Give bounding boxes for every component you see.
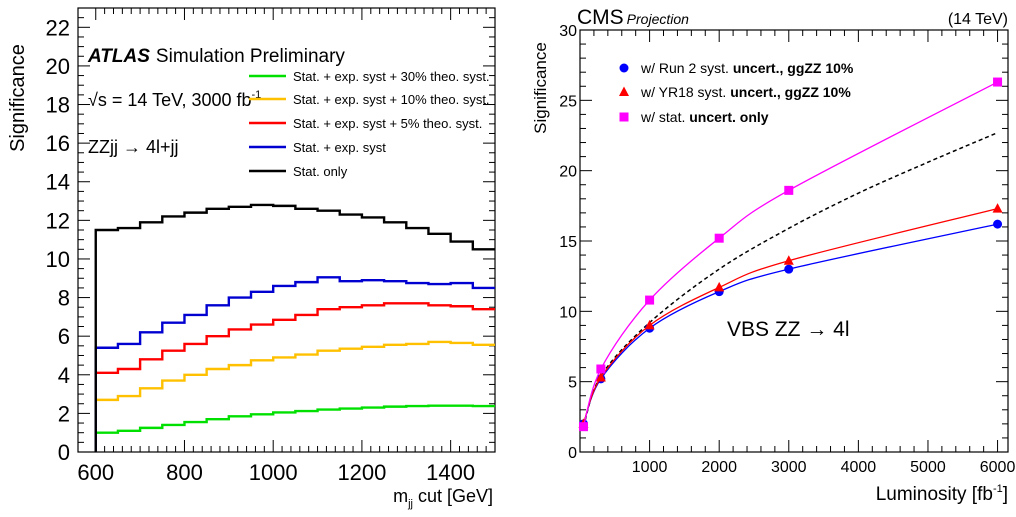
x-axis-label-main: Luminosity [fb <box>876 484 993 505</box>
data-point-1 <box>714 281 725 292</box>
series-fit-1 <box>582 208 998 425</box>
cms-title: CMS Projection <box>577 6 689 29</box>
x-axis-label: Luminosity [fb-1] <box>876 483 1008 505</box>
series-fit-2 <box>582 81 998 427</box>
y-tick-label: 10 <box>559 304 577 321</box>
legend-label-bold: uncert., ggZZ 10% <box>730 84 851 100</box>
legend-label-3: Stat. + exp. syst <box>293 140 386 155</box>
cms-subtitle: Projection <box>627 11 689 27</box>
y-tick-label: 25 <box>559 93 577 110</box>
y-tick-label: 12 <box>46 208 70 233</box>
atlas-brand: ATLAS <box>87 46 150 67</box>
x-tick-label: 6000 <box>980 459 1016 476</box>
x-tick-label: 1000 <box>249 460 298 485</box>
y-tick-label: 4 <box>58 363 70 388</box>
x-tick-label: 3000 <box>771 459 807 476</box>
data-point-1 <box>992 203 1003 213</box>
energy-annotation-text: √s = 14 TeV, 3000 fb <box>88 90 252 110</box>
series-line-3 <box>94 276 495 452</box>
legend-marker-0 <box>619 63 629 73</box>
x-axis-label-main: m <box>393 486 408 506</box>
legend-label-2: Stat. + exp. syst + 5% theo. syst. <box>293 116 482 131</box>
data-point-2 <box>596 364 606 374</box>
y-tick-label: 0 <box>58 440 70 465</box>
legend-marker-2 <box>619 112 629 122</box>
x-axis-label-tail: cut [GeV] <box>413 486 493 506</box>
x-axis-label-close: ] <box>1003 484 1008 505</box>
x-tick-label: 600 <box>77 460 114 485</box>
series-line-2 <box>94 302 495 452</box>
y-tick-label: 20 <box>46 54 70 79</box>
x-tick-label: 800 <box>166 460 203 485</box>
y-tick-label: 10 <box>46 247 70 272</box>
y-tick-label: 8 <box>58 286 70 311</box>
x-tick-label: 4000 <box>841 459 877 476</box>
y-tick-label: 16 <box>46 131 70 156</box>
data-point-2 <box>645 295 655 305</box>
legend-label-4: Stat. only <box>293 164 348 179</box>
data-point-0 <box>784 264 794 274</box>
legend-label-bold: uncert., ggZZ 10% <box>733 60 854 76</box>
legend-label-bold: uncert. only <box>689 109 769 125</box>
data-point-2 <box>714 233 724 243</box>
x-axis-label-sup: -1 <box>993 483 1003 495</box>
legend-label-0: Stat. + exp. syst + 30% theo. syst. <box>293 69 490 84</box>
y-axis-label: Significance <box>7 44 29 152</box>
x-axis-label-sub: jj <box>407 498 413 510</box>
right-chart: 0 5 10 15 20 25 30 1000 2000 3000 4000 5000 6000 Sign… <box>531 6 1015 505</box>
x-tick-label: 1000 <box>632 459 668 476</box>
legend-label-plain: w/ YR18 syst. <box>640 84 730 100</box>
dashed-projection-curve <box>582 131 998 427</box>
atlas-header-text: Simulation Preliminary <box>156 46 346 67</box>
y-tick-label: 14 <box>46 170 70 195</box>
left-chart: 0 2 4 6 8 10 12 14 16 18 20 22 600 800 1000 1200 1400 Sig… <box>7 7 496 510</box>
series-line-0 <box>94 404 495 452</box>
data-point-1 <box>595 371 606 382</box>
legend-label-0: w/ Run 2 syst. uncert., ggZZ 10% <box>640 60 854 76</box>
y-tick-label: 20 <box>559 164 577 181</box>
process-annotation: VBS ZZ → 4l <box>727 318 850 341</box>
x-tick-label: 2000 <box>701 459 737 476</box>
data-point-2 <box>993 77 1003 87</box>
legend-marker-1 <box>619 86 629 96</box>
energy-annotation-sup: -1 <box>252 89 262 101</box>
energy-annotation: √s = 14 TeV, 3000 fb-1 <box>88 89 261 110</box>
y-tick-label: 18 <box>46 93 70 118</box>
process-annotation: ZZjj → 4l+jj <box>88 137 179 157</box>
x-tick-label: 1400 <box>426 460 475 485</box>
data-point-1 <box>644 319 655 330</box>
data-point-2 <box>578 422 588 432</box>
y-tick-label: 5 <box>568 375 577 392</box>
data-point-2 <box>784 185 794 195</box>
legend-label-plain: w/ stat. <box>640 109 689 125</box>
data-point-1 <box>783 255 794 265</box>
y-tick-label: 6 <box>58 324 70 349</box>
legend-label-2: w/ stat. uncert. only <box>640 109 769 125</box>
x-axis-label: mjj cut [GeV] <box>393 486 493 510</box>
atlas-header: ATLAS Simulation Preliminary <box>87 46 345 67</box>
legend-label-1: w/ YR18 syst. uncert., ggZZ 10% <box>640 84 851 100</box>
x-tick-label: 1200 <box>337 460 386 485</box>
y-tick-label: 2 <box>58 401 70 426</box>
y-axis-label: Significance <box>531 42 550 134</box>
y-tick-label: 15 <box>559 234 577 251</box>
data-point-0 <box>993 219 1003 229</box>
series-line-4 <box>94 203 495 452</box>
x-tick-label: 5000 <box>910 459 946 476</box>
legend-label-plain: w/ Run 2 syst. <box>640 60 733 76</box>
legend-label-1: Stat. + exp. syst + 10% theo. syst. <box>293 92 490 107</box>
y-tick-label: 22 <box>46 15 70 40</box>
series-line-1 <box>94 340 495 452</box>
y-tick-label: 30 <box>559 23 577 40</box>
y-tick-label: 0 <box>568 445 577 462</box>
cms-title-main: CMS <box>577 6 624 29</box>
energy-label: (14 TeV) <box>948 11 1008 28</box>
